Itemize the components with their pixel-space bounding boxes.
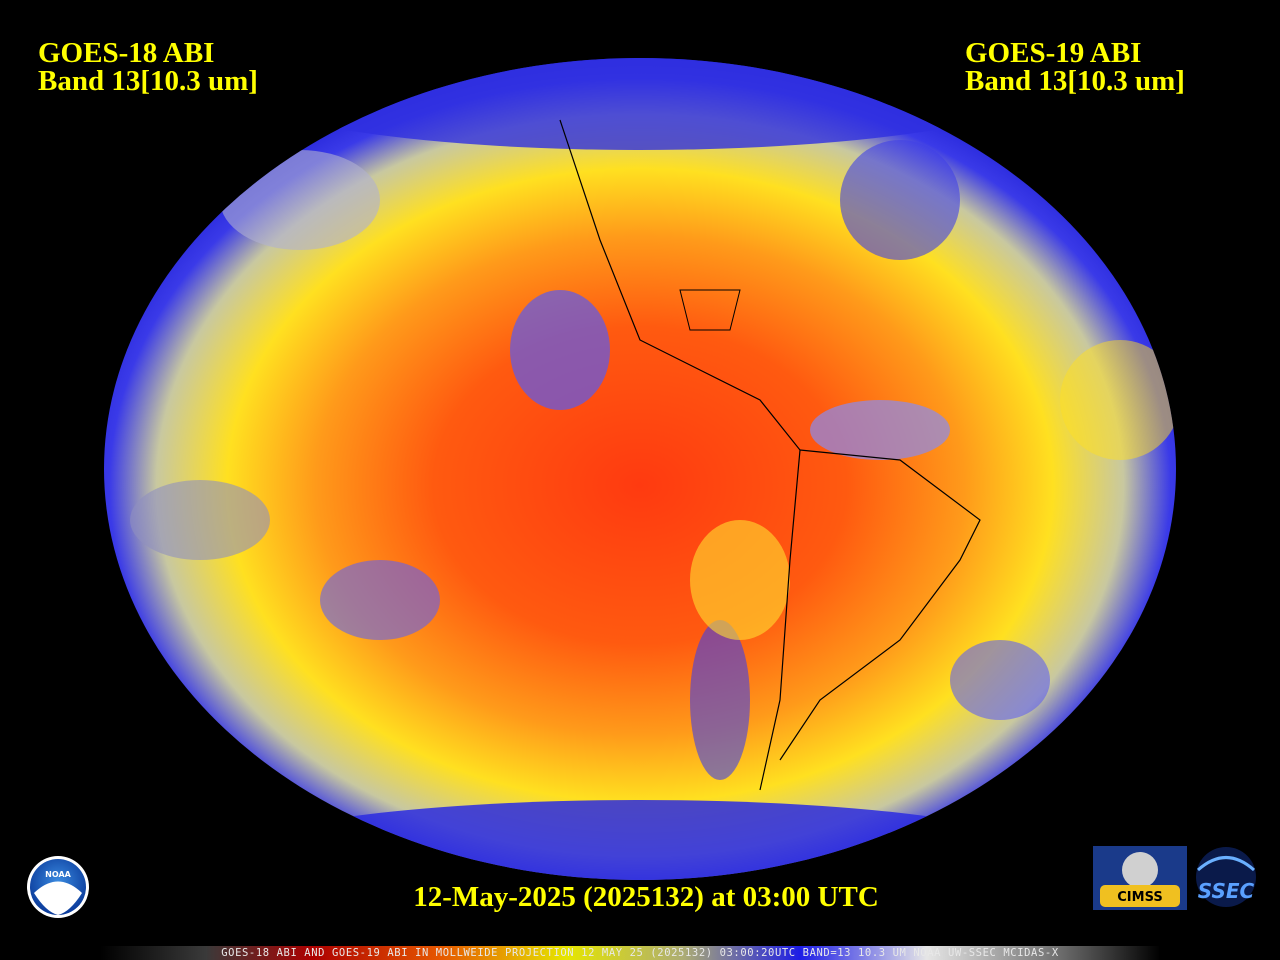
color-bar: [100, 946, 1160, 960]
ssec-logo: SSEC: [1196, 847, 1256, 907]
right-band: Band 13[10.3 um]: [965, 65, 1185, 97]
noaa-label: NOAA: [45, 870, 71, 879]
footer-text: GOES-18 ABI AND GOES-19 ABI IN MOLLWEIDE…: [221, 947, 1059, 959]
left-title: GOES-18 ABI: [38, 37, 214, 69]
ssec-label: SSEC: [1198, 879, 1255, 903]
cimss-logo: CIMSS: [1093, 846, 1187, 910]
globe: [104, 58, 1176, 880]
noaa-logo: NOAA: [27, 856, 89, 918]
cloud-patterns: [130, 58, 1176, 880]
right-title: GOES-19 ABI: [965, 37, 1141, 69]
date-line: 12-May-2025 (2025132) at 03:00 UTC: [413, 881, 879, 913]
cimss-label: CIMSS: [1117, 890, 1162, 905]
earth-disk: [104, 58, 1176, 880]
left-band: Band 13[10.3 um]: [38, 65, 258, 97]
